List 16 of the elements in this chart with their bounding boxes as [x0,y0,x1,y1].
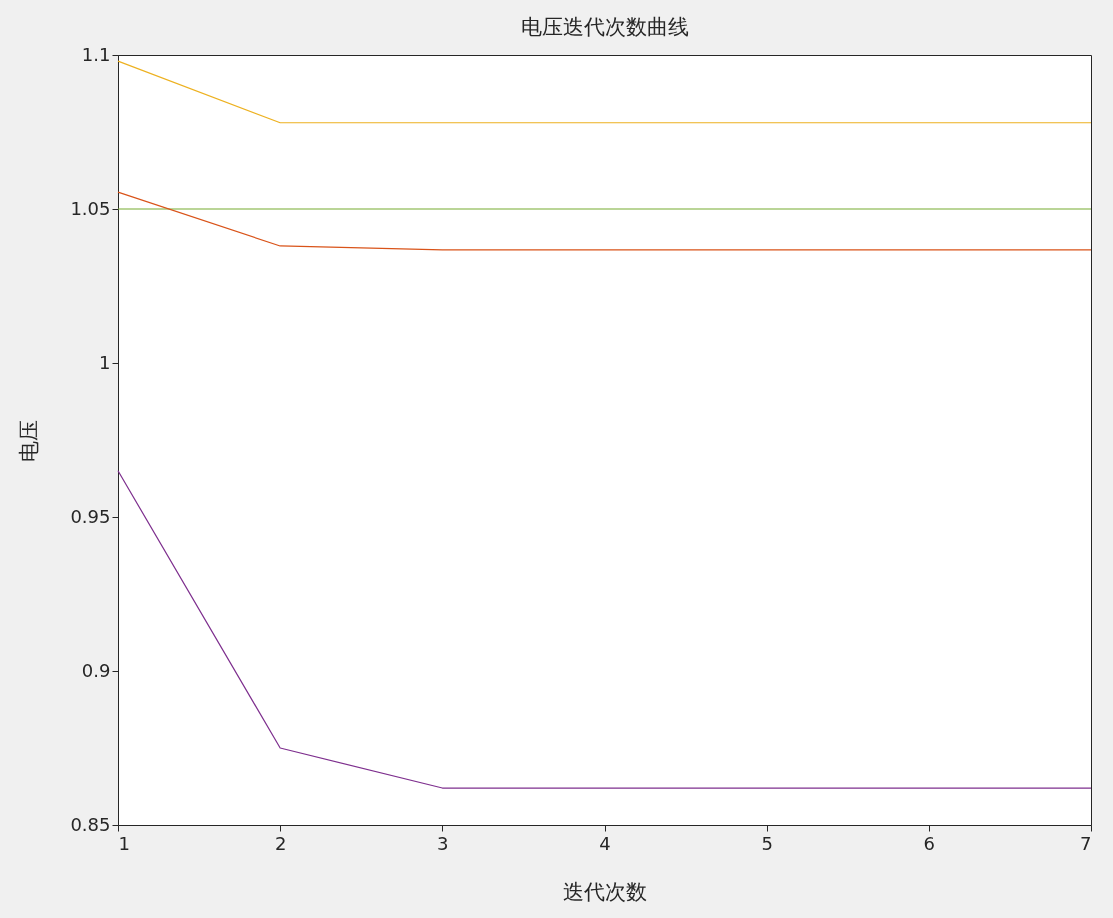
x-axis-title: 迭代次数 [563,879,647,904]
y-axis-title: 电压 [17,419,42,462]
y-tick-label: 0.85 [70,813,111,835]
x-tick-label: 3 [437,832,449,854]
x-tick-label: 5 [761,832,773,854]
y-tick-label: 1.1 [81,43,111,65]
chart-title: 电压迭代次数曲线 [520,15,689,39]
x-tick-label: 1 [118,832,130,854]
x-tick-label: 7 [1080,832,1092,854]
x-tick-label: 4 [599,832,611,854]
y-tick-label: 1 [99,351,111,373]
x-tick-label: 6 [923,832,936,854]
x-tick-label: 2 [274,832,287,854]
y-tick-label: 1.05 [70,197,111,219]
y-tick-label: 0.9 [81,659,111,681]
y-tick-label: 0.95 [70,505,111,527]
